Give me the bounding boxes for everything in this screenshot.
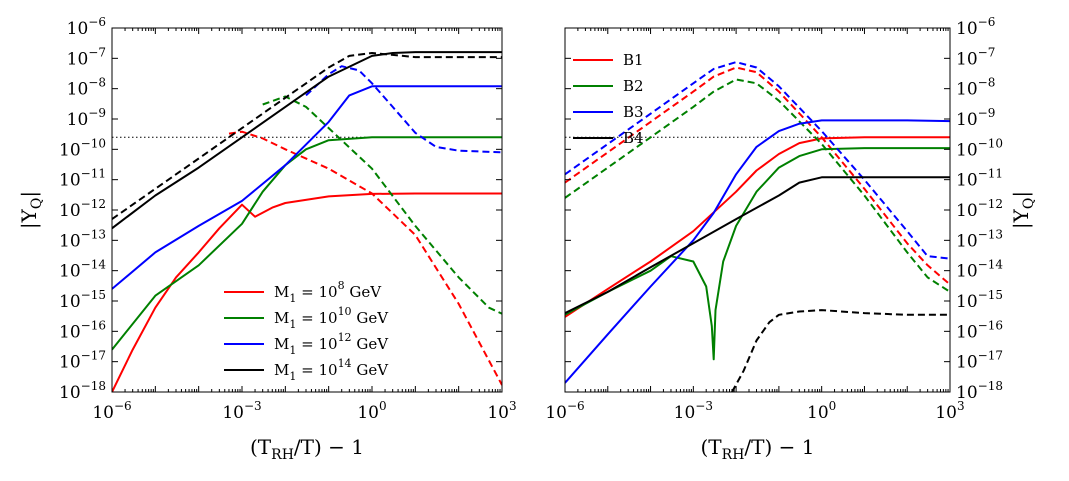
y-tick-label: 10−13 [59,227,106,251]
y-axis-label: |YQ| [17,191,45,229]
series-line-red-dashed [565,66,950,286]
curves [112,51,502,392]
series-line-blue-dashed [305,65,502,154]
y-tick-label: 10−12 [956,197,1003,221]
y-tick-label: 10−6 [956,15,995,39]
y-tick-label: 10−6 [67,15,106,39]
x-tick-label: 100 [807,399,836,423]
y-tick-label: 10−14 [59,258,106,282]
legend-label: M1 = 1010 GeV [274,305,389,331]
y-tick-label: 10−18 [59,379,106,403]
x-tick-label: 10−3 [222,399,261,423]
x-tick-label: 103 [935,399,964,423]
y-tick-label: 10−8 [67,76,106,100]
y-tick-label: 10−7 [956,45,995,69]
y-tick-label: 10−16 [59,318,106,342]
x-tick-label: 10−6 [545,399,584,423]
legend-label: M1 = 108 GeV [274,279,382,305]
x-tick-label: 10−6 [92,399,131,423]
x-tick-label: 100 [357,399,386,423]
legend-label: B3 [623,103,644,121]
legend-label: B4 [623,129,644,147]
x-axis-label: (TRH/T) − 1 [250,435,364,463]
y-tick-label: 10−13 [956,227,1003,251]
series-line-green-dashed [262,95,502,315]
y-tick-label: 10−11 [59,167,106,191]
series-line-red-solid [565,136,950,318]
y-tick-label: 10−12 [59,197,106,221]
x-tick-label: 10−3 [674,399,713,423]
series-line-black-solid [565,176,950,314]
series-line-blue-solid [112,85,502,290]
y-tick-label: 10−10 [59,136,106,160]
y-tick-label: 10−9 [67,106,106,130]
y-tick-label: 10−14 [956,258,1003,282]
legend-label: M1 = 1014 GeV [274,357,389,383]
y-tick-label: 10−18 [956,379,1003,403]
series-line-green-dashed [565,78,950,293]
y-tick-label: 10−17 [59,349,106,373]
legend-label: B1 [623,51,644,69]
y-tick-label: 10−8 [956,76,995,100]
y-tick-label: 10−17 [956,349,1003,373]
y-tick-label: 10−9 [956,106,995,130]
y-tick-label: 10−7 [67,45,106,69]
x-tick-label: 103 [487,399,516,423]
series-line-black-solid [112,51,502,230]
series-line-black-dashed [112,52,502,220]
series-line-red-solid [112,192,502,392]
y-tick-label: 10−15 [956,288,1003,312]
legend: B1 B2 B3 B4 [573,51,644,147]
x-axis-label: (TRH/T) − 1 [701,435,815,463]
series-line-black-dashed [731,309,950,392]
series-line-blue-dashed [565,61,950,260]
y-axis-label: |YQ| [1009,191,1037,229]
curves [565,61,950,392]
y-tick-label: 10−10 [956,136,1003,160]
y-tick-label: 10−11 [956,167,1003,191]
series-line-blue-solid [565,119,950,384]
legend-label: M1 = 1012 GeV [274,331,389,357]
legend-label: B2 [623,77,644,95]
y-tick-label: 10−16 [956,318,1003,342]
left-panel: 10−6 10−3 100 103 10−18 10−17 10−16 10−15 10−14 1… [17,15,517,463]
y-tick-label: 10−15 [59,288,106,312]
series-line-green-solid [565,147,950,361]
